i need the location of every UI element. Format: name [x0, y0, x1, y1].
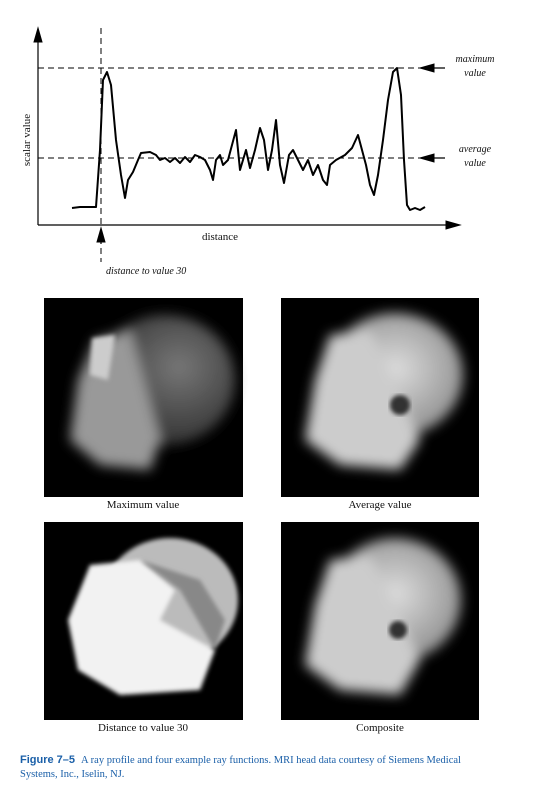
- ray-profile: [33, 26, 462, 262]
- panel-caption: Average value: [348, 499, 411, 511]
- y-axis-label: scalar value: [21, 114, 33, 166]
- arrow-head: [445, 220, 462, 230]
- panel-caption: Maximum value: [107, 499, 180, 511]
- annotation: average: [459, 144, 492, 155]
- panel-distance: [44, 522, 243, 720]
- profile-curve: [71, 67, 426, 211]
- annotation: value: [464, 68, 486, 79]
- arrow-head: [418, 153, 435, 163]
- panel-caption: Composite: [356, 722, 404, 734]
- caption-text: A ray profile and four example ray funct…: [20, 755, 461, 780]
- annotation: maximum: [456, 54, 495, 65]
- arrow-head: [418, 63, 435, 73]
- panel-average: [281, 298, 479, 497]
- figure-caption: Figure 7–5 A ray profile and four example…: [20, 753, 490, 782]
- x-axis-label: distance: [202, 231, 238, 243]
- arrow-head: [96, 226, 106, 243]
- annotation: value: [464, 158, 486, 169]
- annotation: distance to value 30: [106, 266, 186, 277]
- figure: scalar value distance maximum value aver…: [21, 26, 495, 734]
- arrow-head: [33, 26, 43, 43]
- figure-label: Figure 7–5: [20, 754, 76, 766]
- panel-composite: [281, 522, 479, 720]
- panel-caption: Distance to value 30: [98, 722, 189, 734]
- panel-max: [44, 298, 243, 497]
